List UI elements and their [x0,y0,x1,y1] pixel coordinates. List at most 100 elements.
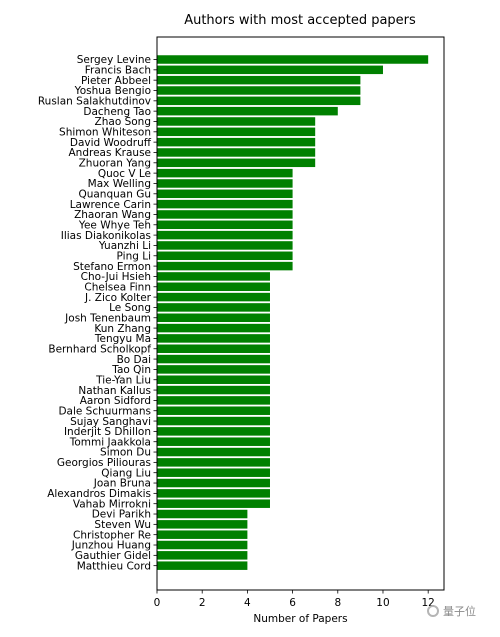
y-tick-label: Tie-Yan Liu [95,374,151,386]
y-tick-label: Zhao Song [95,116,151,128]
y-tick-label: Yee Whye Teh [78,219,151,231]
bar [157,561,248,570]
y-tick-label: David Woodruff [70,137,152,149]
x-tick-label: 10 [376,597,389,609]
y-tick-label: Steven Wu [94,519,151,531]
y-tick-label: Matthieu Cord [77,560,151,572]
plot-frame [156,36,445,591]
y-tick-label: Chelsea Finn [84,281,151,293]
y-tick-label: Nathan Kallus [78,385,151,397]
y-tick-label: Le Song [109,302,151,314]
y-tick-label: Tao Qin [111,364,151,376]
y-tick-label: Joan Bruna [93,478,151,490]
chart-title: Authors with most accepted papers [184,13,416,28]
bar [157,303,270,312]
bar [157,127,316,137]
y-tick-label: Lawrence Carin [70,199,151,211]
y-tick-label: Quanquan Gu [78,188,151,200]
bar [157,437,270,446]
y-tick-label: Cho-Jui Hsieh [81,271,151,283]
bar [157,86,361,95]
x-tick-label: 4 [244,597,251,609]
x-tick-label: 0 [154,597,161,609]
y-tick-label: Dale Schuurmans [58,405,151,417]
bar [157,458,270,467]
watermark: 量子位 [427,603,476,619]
y-tick-label: Kun Zhang [94,323,151,335]
bar [157,323,270,333]
bar [157,106,338,116]
bar [157,292,270,302]
bar [157,199,293,209]
x-tick-label: 6 [289,597,296,609]
x-axis-label: Number of Papers [253,613,347,625]
bar [157,96,361,106]
y-tick-label: Shimon Whiteson [59,127,151,139]
y-tick-label: Pieter Abbeel [81,75,151,87]
bar [157,396,270,405]
bar [157,530,248,539]
bar [157,272,270,281]
y-tick-label: Simon Du [100,447,151,459]
bar [157,385,270,395]
watermark-text: 量子位 [443,605,476,618]
bar [157,65,383,75]
bar [157,468,270,477]
bar [157,148,316,157]
bar [157,189,293,199]
y-tick-label: Francis Bach [85,65,151,77]
y-tick-label: Gauthier Gidel [75,550,151,562]
bar [157,551,248,560]
bar [157,282,270,292]
y-tick-label: Bo Dai [117,354,151,366]
y-tick-label: Vahab Mirrokni [73,498,151,510]
y-tick-label: Junzhou Huang [71,540,151,552]
x-ticks: 0 2 4 6 8 10 12 [154,590,435,609]
y-tick-label: Qiang Liu [101,467,151,479]
bar [157,344,270,353]
y-tick-label: Dacheng Tao [83,106,151,118]
bar [157,261,293,271]
bar [157,540,248,550]
y-tick-label: Andreas Krause [68,147,151,159]
y-tick-label: Yuanzhi Li [98,240,151,252]
bar [157,210,293,219]
bar [157,354,270,364]
y-tick-label: Georgios Piliouras [57,457,151,469]
x-tick-label: 2 [199,597,206,609]
bar [157,158,316,168]
bar [157,334,270,343]
bar [157,241,293,250]
y-tick-label: Ruslan Salakhutdinov [38,96,151,108]
y-tick-label: Zhaoran Wang [74,209,151,221]
bar [157,520,248,529]
bar [157,365,270,374]
y-tick-label: Tommi Jaakkola [69,436,151,448]
y-tick-label: Ilias Diakonikolas [61,230,151,242]
bar [157,137,316,147]
bar [157,179,293,188]
y-tick-label: Inderjit S Dhillon [64,426,151,438]
y-tick-label: Zhuoran Yang [79,158,151,170]
bar [157,75,361,85]
bar [157,375,270,384]
y-tick-label: Devi Parikh [92,509,151,521]
bar [157,509,248,519]
y-tick-label: Yoshua Bengio [74,85,151,97]
y-tick-label: Ping Li [117,250,151,262]
bar [157,406,270,415]
y-tick-label: Stefano Ermon [73,261,151,273]
bar [157,55,429,64]
y-tick-label: Max Welling [88,178,151,190]
qbit-logo-icon [427,605,439,617]
y-tick-label: Sergey Levine [77,54,151,66]
y-tick-label: Josh Tenenbaum [64,312,151,324]
y-tick-label: Bernhard Scholkopf [48,343,151,355]
y-tick-label: Sujay Sanghavi [70,416,151,428]
bar [157,499,270,508]
y-tick-label: Christopher Re [73,529,151,541]
bar [157,489,270,498]
y-tick-label: Aaron Sidford [80,395,151,407]
